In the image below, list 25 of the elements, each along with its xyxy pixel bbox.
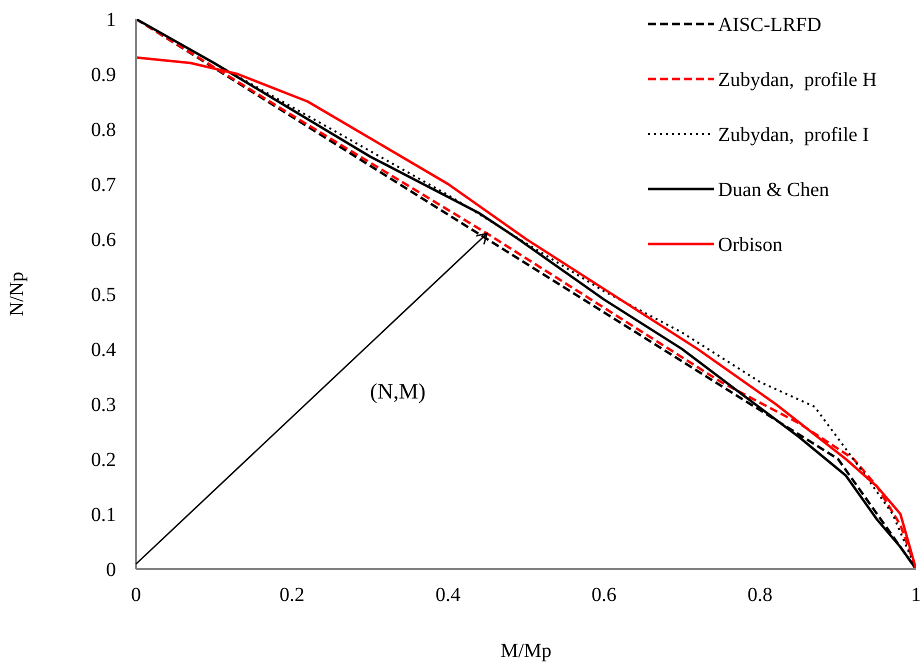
x-tick-label: 0.2 [280, 584, 304, 606]
legend-label: Orbison [718, 234, 782, 256]
x-tick-label: 0 [131, 584, 141, 606]
x-tick-label: 0.8 [748, 584, 772, 606]
legend-label: AISC-LRFD [718, 14, 822, 36]
y-tick-label: 0.7 [91, 174, 116, 196]
y-tick-label: 1 [106, 9, 116, 32]
y-tick-label: 0.2 [91, 449, 116, 472]
y-tick-label: 0.3 [91, 394, 116, 416]
annotation: (N,M) [370, 378, 426, 404]
y-tick-label: 0.1 [91, 504, 116, 526]
x-axis-title: M/Mp [500, 640, 552, 662]
y-tick-label: 0.6 [91, 229, 116, 252]
legend-label: Zubydan, profile H [718, 69, 877, 91]
x-tick-label: 0.4 [436, 584, 460, 606]
y-tick-label: 0.5 [91, 284, 116, 306]
x-tick-label: 1 [911, 584, 920, 606]
y-tick-label: 0 [106, 559, 116, 582]
x-tick-label: 0.6 [592, 584, 616, 606]
y-tick-label: 0.9 [91, 64, 116, 86]
y-tick-label: 0.8 [91, 119, 116, 142]
legend-label: Zubydan, profile I [718, 124, 870, 146]
y-axis-title: N/Np [6, 272, 28, 316]
legend-label: Duan & Chen [718, 179, 830, 201]
y-tick-label: 0.4 [91, 339, 116, 362]
